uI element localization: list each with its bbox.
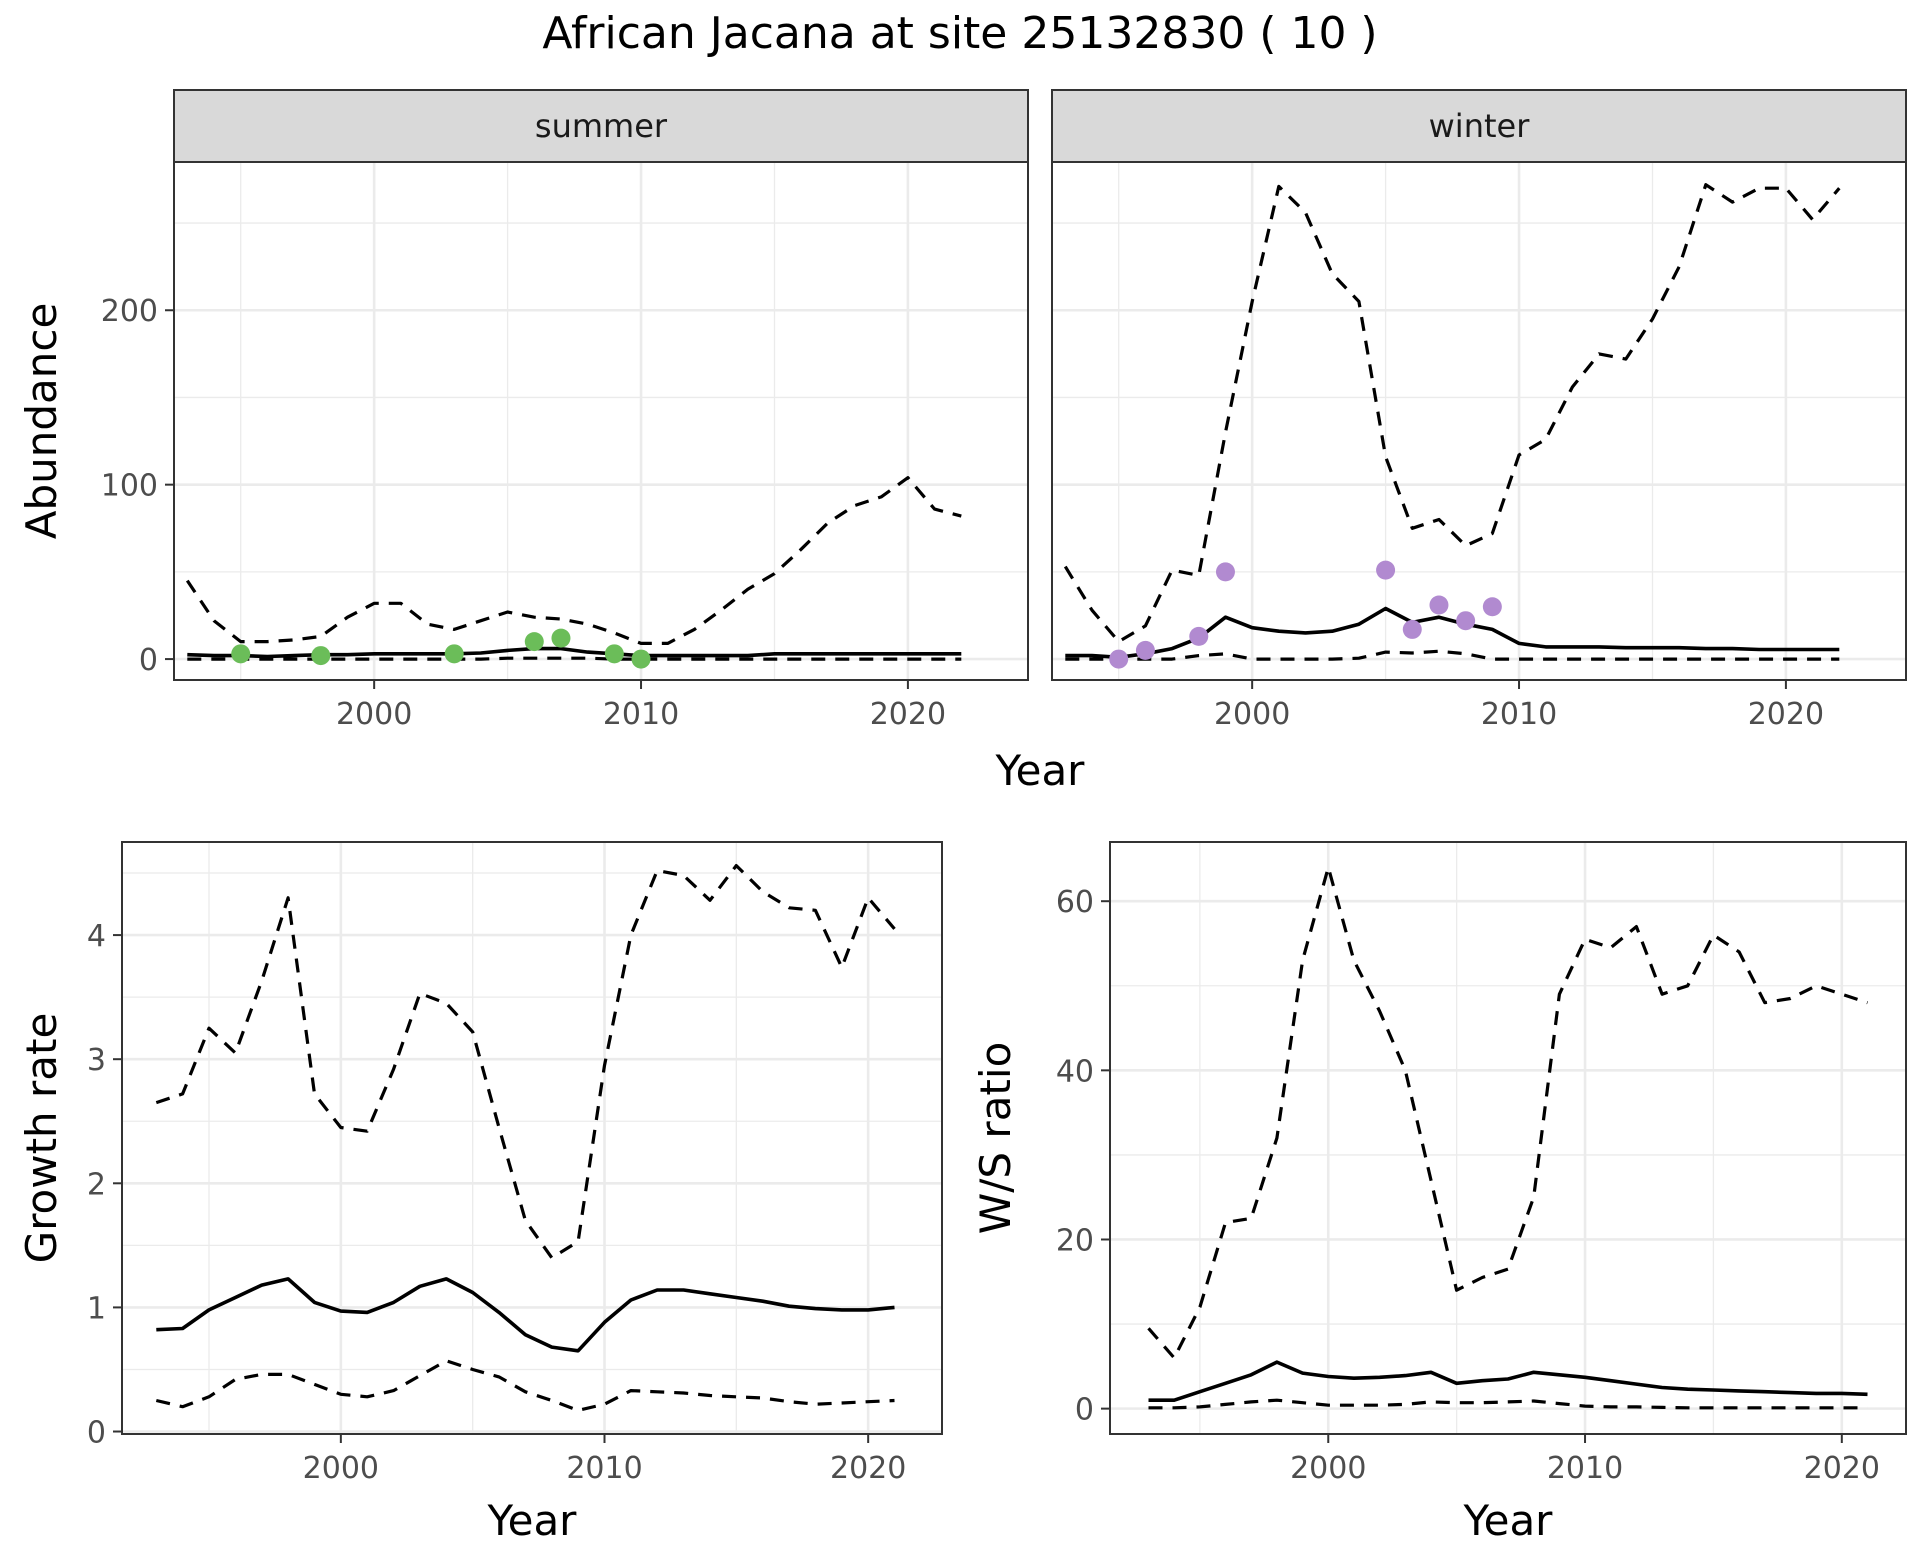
- panel-summer: summer 0 100 200 2000 2010 2020: [101, 89, 1029, 732]
- y-tick-label: 0: [139, 643, 158, 678]
- y-axis-summer: 0 100 200: [101, 294, 174, 678]
- observed-point: [1402, 619, 1422, 639]
- lower-line: [155, 1359, 895, 1413]
- observed-point: [1109, 649, 1129, 669]
- observed-point: [1456, 611, 1476, 631]
- x-tick-label: 2000: [303, 1451, 379, 1486]
- y-tick-label: 0: [87, 1416, 106, 1451]
- observed-point: [231, 644, 251, 664]
- y-tick-label: 40: [1056, 1054, 1094, 1089]
- y-axis-ratio: 0 20 40 60: [1056, 885, 1110, 1428]
- x-tick-label: 2020: [870, 697, 946, 732]
- panel-border-summer: [173, 161, 1029, 681]
- observed-point: [604, 644, 624, 664]
- strip-winter: [1051, 89, 1907, 163]
- x-axis-ratio: 2000 2010 2020: [1290, 1434, 1880, 1486]
- mean-line: [1148, 1360, 1868, 1402]
- x-axis-growth: 2000 2010 2020: [303, 1434, 906, 1486]
- plot-area-summer: [174, 162, 1028, 680]
- y-tick-label: 2: [87, 1167, 106, 1202]
- strip-summer: [173, 89, 1029, 163]
- x-axis-winter: 2000 2010 2020: [1214, 680, 1824, 732]
- y-tick-label: 100: [101, 469, 158, 504]
- mean-line: [156, 1277, 895, 1353]
- x-tick-label: 2000: [336, 697, 412, 732]
- x-tick-label: 2000: [1290, 1451, 1366, 1486]
- observed-point: [1376, 560, 1396, 580]
- series-growth: [155, 863, 896, 1413]
- y-tick-label: 0: [1075, 1393, 1094, 1428]
- x-tick-label: 2010: [1547, 1451, 1623, 1486]
- observed-point: [1215, 562, 1235, 582]
- abundance-x-label: Year: [995, 746, 1086, 795]
- x-tick-label: 2010: [1481, 697, 1557, 732]
- observed-point: [524, 632, 544, 652]
- series-winter: [1063, 183, 1841, 669]
- panel-border-growth: [121, 841, 943, 1435]
- y-tick-label: 20: [1056, 1223, 1094, 1258]
- lower-line: [1148, 1398, 1868, 1410]
- panel-ws-ratio: 0 20 40 60 2000 2010 2020: [1056, 841, 1907, 1486]
- observed-point: [1482, 597, 1502, 617]
- x-axis-summer: 2000 2010 2020: [336, 680, 946, 732]
- ratio-y-label: W/S ratio: [971, 1042, 1020, 1235]
- plot-area-winter: [1052, 162, 1906, 680]
- observed-point: [1189, 626, 1209, 646]
- panel-border-ratio: [1109, 841, 1907, 1435]
- series-ratio: [1147, 865, 1869, 1410]
- y-tick-label: 200: [101, 294, 158, 329]
- upper-line: [185, 476, 962, 646]
- panel-growth-rate: 0 1 2 3 4 2000 2010 2020: [87, 841, 943, 1486]
- x-tick-label: 2020: [1804, 1451, 1880, 1486]
- gridlines-growth: [122, 842, 942, 1434]
- observed-point: [631, 649, 651, 669]
- x-tick-label: 2020: [830, 1451, 906, 1486]
- observed-point: [551, 628, 571, 648]
- observed-point: [311, 646, 331, 666]
- x-tick-label: 2020: [1748, 697, 1824, 732]
- growth-y-label: Growth rate: [17, 1013, 66, 1264]
- figure-title: African Jacana at site 25132830 ( 10 ): [542, 8, 1377, 59]
- y-axis-growth: 0 1 2 3 4: [87, 919, 122, 1451]
- observed-point: [444, 644, 464, 664]
- ratio-x-label: Year: [1463, 1496, 1554, 1545]
- panel-winter: winter 2000 2010 2020: [1051, 89, 1907, 732]
- y-tick-label: 3: [87, 1043, 106, 1078]
- upper-line: [1147, 865, 1869, 1360]
- x-tick-label: 2010: [603, 697, 679, 732]
- abundance-y-label: Abundance: [17, 303, 66, 540]
- plot-area-growth: [122, 842, 942, 1434]
- lower-line: [1065, 649, 1840, 661]
- y-tick-label: 4: [87, 919, 106, 954]
- x-tick-label: 2000: [1214, 697, 1290, 732]
- observed-point: [1135, 640, 1155, 660]
- upper-line: [155, 863, 896, 1260]
- plot-area-ratio: [1110, 842, 1906, 1434]
- y-tick-label: 1: [87, 1291, 106, 1326]
- upper-line: [1063, 183, 1841, 644]
- growth-x-label: Year: [487, 1496, 578, 1545]
- panel-border-winter: [1051, 161, 1907, 681]
- x-tick-label: 2010: [566, 1451, 642, 1486]
- y-tick-label: 60: [1056, 885, 1094, 920]
- observed-point: [1429, 595, 1449, 615]
- series-summer: [185, 476, 962, 669]
- gridlines-winter: [1052, 162, 1906, 680]
- strip-label-winter: winter: [1429, 107, 1531, 145]
- strip-label-summer: summer: [535, 107, 668, 145]
